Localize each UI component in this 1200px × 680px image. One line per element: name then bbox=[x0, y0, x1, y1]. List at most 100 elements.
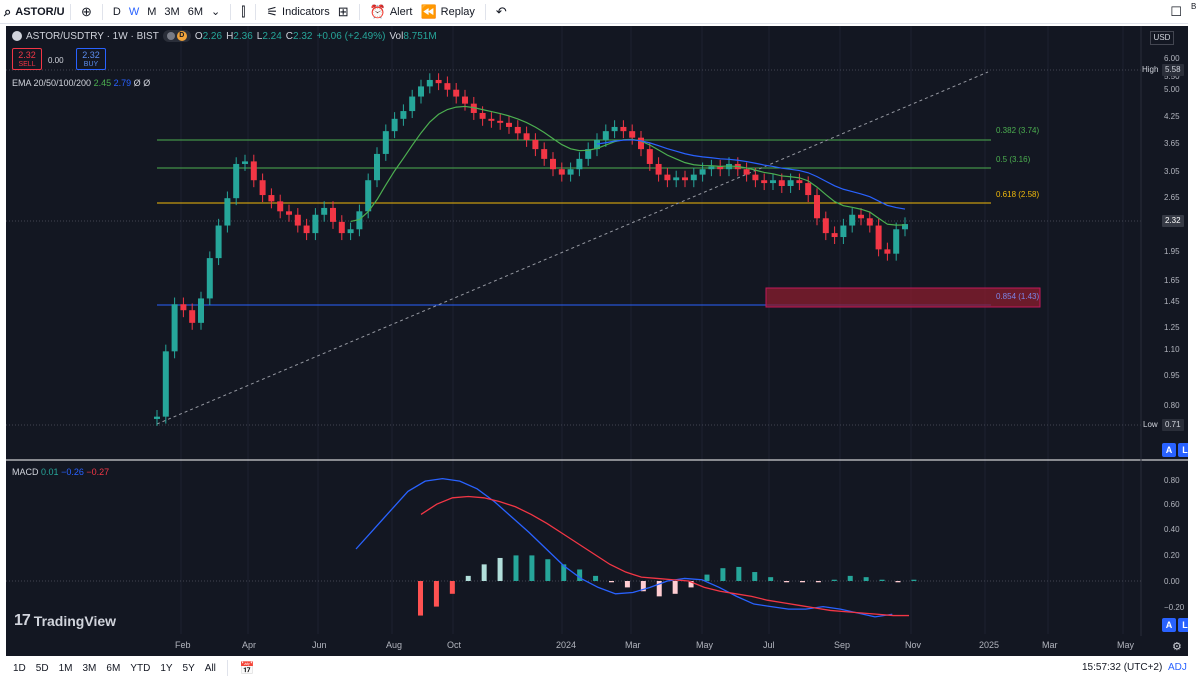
candle-up[interactable] bbox=[690, 174, 697, 181]
candle-up[interactable] bbox=[321, 207, 328, 215]
candle-up[interactable] bbox=[576, 158, 583, 170]
candle-down[interactable] bbox=[620, 126, 627, 132]
interval-6m[interactable]: 6M bbox=[187, 5, 203, 18]
candle-up[interactable] bbox=[426, 79, 433, 87]
calendar-icon[interactable]: 📅 bbox=[239, 661, 255, 675]
range-5d[interactable]: 5D bbox=[35, 662, 49, 674]
candle-up[interactable] bbox=[400, 111, 407, 119]
range-all[interactable]: All bbox=[204, 662, 216, 674]
candle-down[interactable] bbox=[743, 169, 750, 175]
range-1d[interactable]: 1D bbox=[13, 662, 26, 674]
indicators-button[interactable]: ⚟ Indicators bbox=[262, 4, 333, 20]
candle-up[interactable] bbox=[770, 180, 776, 184]
candle-up[interactable] bbox=[409, 96, 416, 112]
range-1m[interactable]: 1M bbox=[58, 662, 73, 674]
candle-down[interactable] bbox=[638, 137, 644, 150]
candle-down[interactable] bbox=[761, 180, 768, 184]
macd-pane[interactable]: 0.80 0.60 0.40 0.20 0.00 −0.20 bbox=[6, 476, 1185, 618]
candle-down[interactable] bbox=[717, 166, 724, 170]
candle-down[interactable] bbox=[822, 218, 829, 234]
ema20-line[interactable] bbox=[350, 105, 906, 226]
candle-up[interactable] bbox=[374, 153, 380, 181]
macd-legend[interactable]: MACD 0.01 −0.26 −0.27 bbox=[12, 467, 109, 477]
chart-title[interactable]: ASTOR/USDTRY · 1W · BIST bbox=[26, 30, 159, 42]
ema-legend[interactable]: EMA 20/50/100/200 2.45 2.79 Ø Ø bbox=[12, 78, 150, 88]
candle-down[interactable] bbox=[330, 207, 336, 222]
candle-up[interactable] bbox=[365, 180, 372, 212]
candle-up[interactable] bbox=[840, 225, 847, 238]
candle-up[interactable] bbox=[171, 304, 178, 352]
candle-down[interactable] bbox=[866, 218, 873, 226]
candle-down[interactable] bbox=[523, 133, 530, 140]
visibility-toggle[interactable]: D bbox=[162, 30, 191, 42]
candle-up[interactable] bbox=[206, 258, 213, 299]
candle-up[interactable] bbox=[585, 149, 592, 159]
range-3m[interactable]: 3M bbox=[82, 662, 97, 674]
candle-down[interactable] bbox=[180, 304, 187, 311]
candle-down[interactable] bbox=[682, 177, 688, 181]
candle-down[interactable] bbox=[646, 149, 653, 164]
candle-down[interactable] bbox=[444, 83, 451, 90]
range-5y[interactable]: 5Y bbox=[182, 662, 195, 674]
interval-d[interactable]: D bbox=[112, 5, 121, 18]
buy-button[interactable]: 2.32 BUY bbox=[76, 48, 106, 70]
ema-lines[interactable] bbox=[350, 105, 906, 226]
candle-down[interactable] bbox=[259, 180, 266, 196]
candle-down[interactable] bbox=[558, 169, 565, 175]
replay-button[interactable]: ⏪ Replay bbox=[416, 4, 478, 20]
candle-down[interactable] bbox=[550, 158, 556, 170]
candle-up[interactable] bbox=[708, 166, 715, 170]
log-scale-button-main[interactable]: L bbox=[1178, 443, 1188, 457]
sell-button[interactable]: 2.32 SELL bbox=[12, 48, 42, 70]
currency-button[interactable]: USD bbox=[1150, 31, 1174, 45]
candle-down[interactable] bbox=[470, 103, 477, 113]
trend-line-dashed[interactable] bbox=[156, 71, 989, 425]
candle-up[interactable] bbox=[849, 214, 856, 226]
templates-button[interactable]: ⊞ bbox=[334, 4, 353, 20]
alert-button[interactable]: ⏰ Alert bbox=[366, 4, 417, 20]
candle-down[interactable] bbox=[541, 149, 548, 159]
candle-up[interactable] bbox=[154, 416, 160, 419]
adj-button[interactable]: ADJ bbox=[1168, 662, 1187, 673]
demand-zone-box[interactable] bbox=[765, 287, 1041, 308]
candle-down[interactable] bbox=[488, 118, 495, 121]
macd-line[interactable] bbox=[355, 477, 893, 618]
candle-down[interactable] bbox=[752, 174, 759, 181]
range-1y[interactable]: 1Y bbox=[160, 662, 173, 674]
interval-dropdown[interactable]: ⌄ bbox=[207, 5, 224, 18]
candle-down[interactable] bbox=[514, 126, 521, 134]
candle-down[interactable] bbox=[479, 112, 486, 119]
candle-down[interactable] bbox=[778, 180, 785, 186]
clock[interactable]: 15:57:32 (UTC+2) bbox=[1082, 662, 1163, 673]
candle-up[interactable] bbox=[726, 163, 732, 170]
candle-down[interactable] bbox=[250, 161, 257, 181]
macd-signal-line[interactable] bbox=[420, 495, 910, 617]
log-scale-button-macd[interactable]: L bbox=[1178, 618, 1188, 632]
candle-up[interactable] bbox=[347, 229, 354, 234]
chart-canvas[interactable]: 0.382 (3.74) 0.5 (3.16) 0.618 (2.58) 0.8… bbox=[6, 26, 1188, 656]
candle-down[interactable] bbox=[814, 195, 820, 219]
candle-down[interactable] bbox=[664, 174, 671, 181]
chart-type-button[interactable]: ⫿ bbox=[237, 4, 249, 20]
candle-up[interactable] bbox=[242, 161, 248, 164]
price-axis[interactable]: 6.00 5.50 5.00 4.25 3.65 3.05 2.65 1.95 1.65 1.45… bbox=[1164, 54, 1180, 410]
candle-down[interactable] bbox=[435, 79, 442, 84]
interval-3m[interactable]: 3M bbox=[164, 5, 180, 18]
candle-up[interactable] bbox=[902, 224, 908, 230]
auto-scale-button-main[interactable]: A bbox=[1162, 443, 1176, 457]
time-axis[interactable]: Feb Apr Jun Aug Oct 2024 Mar May Jul Sep Nov 2025 Ma… bbox=[175, 640, 1135, 650]
candle-up[interactable] bbox=[893, 229, 900, 254]
interval-w[interactable]: W bbox=[128, 5, 140, 18]
candle-down[interactable] bbox=[884, 249, 891, 254]
candle-up[interactable] bbox=[699, 169, 706, 175]
candle-up[interactable] bbox=[602, 131, 609, 140]
candle-down[interactable] bbox=[497, 120, 504, 123]
candle-down[interactable] bbox=[858, 214, 864, 219]
candle-down[interactable] bbox=[875, 225, 882, 250]
candle-down[interactable] bbox=[189, 310, 196, 323]
candle-down[interactable] bbox=[831, 233, 838, 238]
candle-up[interactable] bbox=[162, 351, 169, 417]
candle-up[interactable] bbox=[215, 225, 222, 259]
candle-up[interactable] bbox=[233, 163, 240, 199]
undo-button[interactable]: ↶ bbox=[492, 4, 511, 20]
